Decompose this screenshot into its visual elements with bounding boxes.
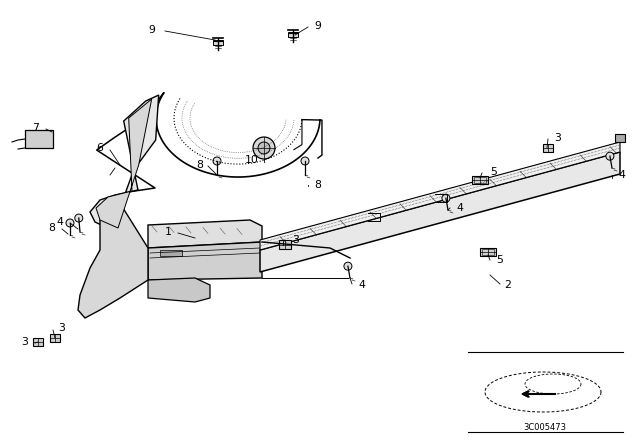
Text: 4: 4 (619, 170, 625, 180)
Circle shape (258, 142, 270, 154)
Circle shape (75, 214, 83, 222)
Bar (474, 177, 486, 183)
Circle shape (213, 157, 221, 165)
Text: 8: 8 (49, 223, 56, 233)
Bar (33, 338, 43, 346)
Polygon shape (615, 134, 625, 142)
Bar (160, 250, 182, 256)
Text: 3: 3 (22, 337, 28, 347)
Bar (213, 40, 223, 45)
Text: 4: 4 (456, 203, 463, 213)
Circle shape (66, 219, 74, 227)
Text: 3C005473: 3C005473 (524, 422, 566, 431)
Text: 6: 6 (97, 143, 104, 153)
Text: 3: 3 (555, 133, 561, 143)
Bar (25, 130, 53, 148)
Polygon shape (96, 99, 152, 228)
Polygon shape (148, 242, 262, 280)
Circle shape (253, 137, 275, 159)
Polygon shape (260, 152, 620, 272)
Text: 2: 2 (504, 280, 511, 290)
Circle shape (301, 157, 309, 165)
Text: 4: 4 (56, 217, 63, 227)
Bar (482, 249, 494, 255)
Bar (472, 176, 488, 184)
Circle shape (606, 152, 614, 160)
Text: 5: 5 (497, 255, 504, 265)
Text: 3: 3 (59, 323, 65, 333)
Polygon shape (78, 200, 148, 318)
Text: 5: 5 (491, 167, 497, 177)
Text: 4: 4 (358, 280, 365, 290)
Bar (288, 32, 298, 37)
Text: 1: 1 (164, 227, 172, 237)
Bar (50, 334, 60, 342)
Text: 8: 8 (196, 160, 204, 170)
Circle shape (442, 194, 450, 202)
Bar (279, 240, 291, 249)
Text: 9: 9 (148, 25, 156, 35)
Bar (543, 144, 553, 152)
Polygon shape (260, 142, 620, 250)
Polygon shape (148, 220, 262, 248)
Text: 7: 7 (33, 123, 40, 133)
Text: 3: 3 (292, 235, 300, 245)
Circle shape (344, 262, 352, 270)
Bar (480, 248, 496, 256)
Text: 8: 8 (315, 180, 321, 190)
Text: 9: 9 (315, 21, 321, 31)
Polygon shape (90, 95, 159, 230)
Polygon shape (148, 278, 210, 302)
Text: 10: 10 (245, 155, 259, 165)
